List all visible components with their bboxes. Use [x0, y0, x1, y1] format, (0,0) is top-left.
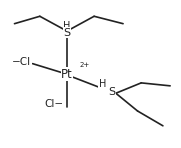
Text: H: H — [63, 21, 71, 31]
Text: Cl−: Cl− — [45, 99, 64, 109]
Text: −Cl: −Cl — [12, 57, 31, 67]
Text: H: H — [99, 79, 106, 89]
Text: S: S — [63, 28, 71, 38]
Text: S: S — [109, 87, 116, 97]
Text: 2+: 2+ — [80, 62, 90, 68]
Text: Pt: Pt — [61, 67, 73, 81]
